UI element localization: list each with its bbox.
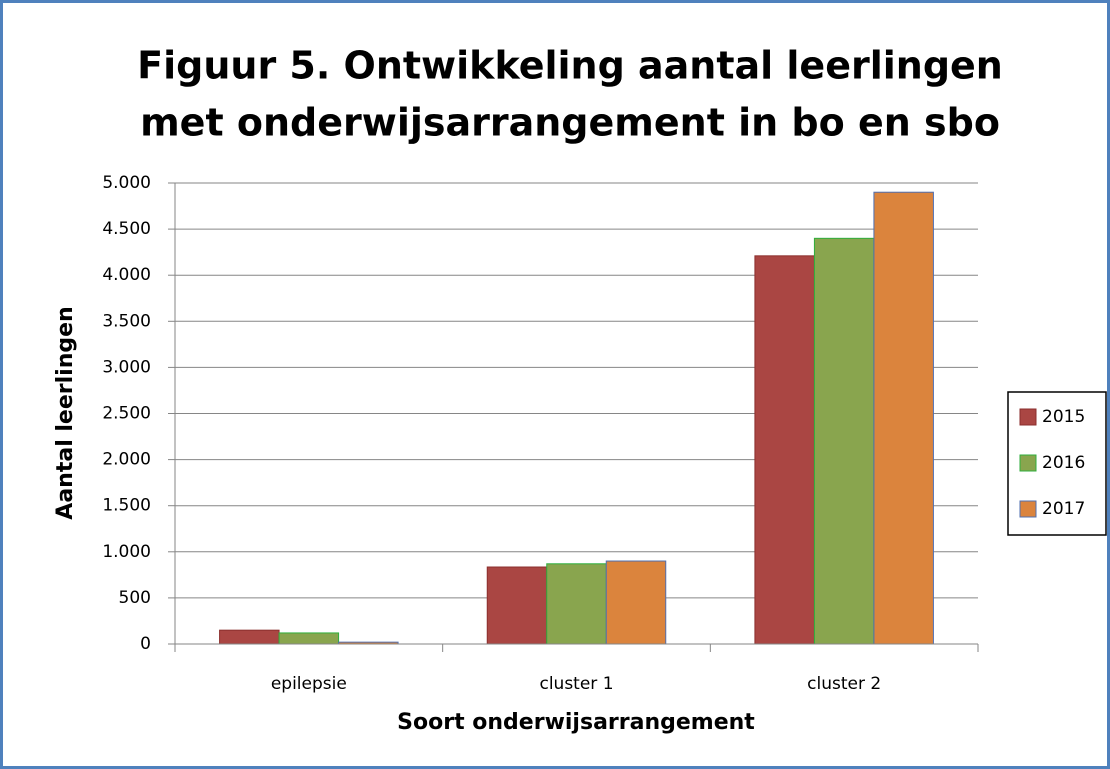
x-tick-label: epilepsie: [271, 674, 347, 694]
chart-title: met onderwijsarrangement in bo en sbo: [140, 101, 1000, 145]
legend-swatch: [1019, 454, 1037, 472]
y-tick-label: 5.000: [102, 173, 151, 193]
y-tick-label: 4.000: [102, 265, 151, 285]
legend-label: 2017: [1042, 499, 1085, 519]
legend-label: 2016: [1042, 453, 1085, 473]
y-tick-label: 2.000: [102, 450, 151, 470]
x-tick-label: cluster 2: [807, 674, 881, 694]
y-tick-label: 500: [119, 588, 151, 608]
bar: [219, 629, 280, 645]
legend-label: 2015: [1042, 407, 1085, 427]
legend-swatch: [1019, 408, 1037, 426]
y-tick-label: 2.500: [102, 404, 151, 424]
y-axis-title: Aantal leerlingen: [53, 306, 78, 519]
legend-swatch: [1019, 500, 1037, 518]
bar: [813, 237, 875, 645]
bar: [546, 563, 607, 645]
bar: [605, 560, 667, 645]
x-axis-title: Soort onderwijsarrangement: [397, 710, 755, 735]
y-tick-label: 3.500: [102, 311, 151, 331]
y-tick-label: 1.000: [102, 542, 151, 562]
chart-title: Figuur 5. Ontwikkeling aantal leerlingen: [137, 44, 1003, 88]
bar: [754, 255, 815, 645]
bar: [873, 191, 934, 645]
bar: [486, 566, 548, 645]
y-tick-label: 0: [140, 634, 151, 654]
bar: [278, 632, 340, 645]
y-tick-label: 1.500: [102, 496, 151, 516]
y-tick-label: 3.000: [102, 357, 151, 377]
y-tick-label: 4.500: [102, 219, 151, 239]
x-tick-label: cluster 1: [539, 674, 613, 694]
